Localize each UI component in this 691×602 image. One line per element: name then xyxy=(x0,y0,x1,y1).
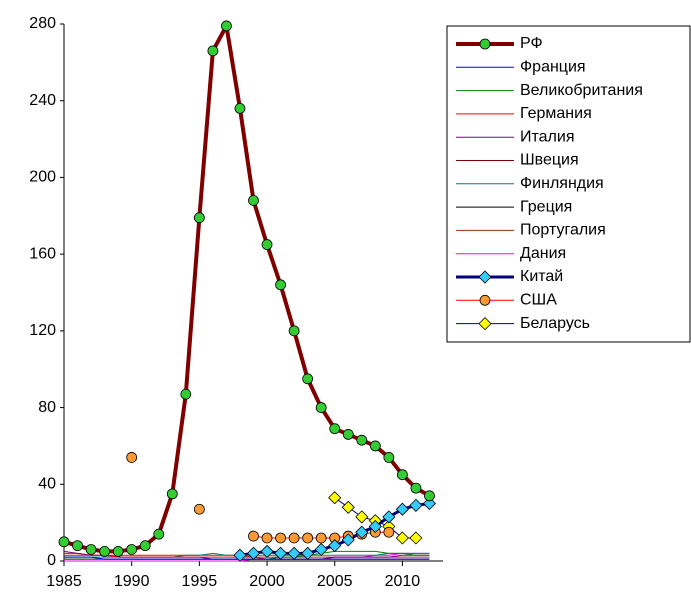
series-line xyxy=(63,23,431,554)
marker xyxy=(112,546,124,557)
marker xyxy=(315,402,327,413)
legend-label: Португалия xyxy=(520,222,606,239)
marker xyxy=(328,539,342,553)
marker xyxy=(139,540,151,552)
marker xyxy=(301,546,315,560)
marker xyxy=(288,325,300,337)
y-tick-label: 40 xyxy=(38,476,56,493)
legend-marker xyxy=(478,270,492,284)
marker xyxy=(261,532,273,544)
legend-label: Финляндия xyxy=(520,175,604,192)
legend-marker xyxy=(479,38,491,50)
x-tick-label: 1995 xyxy=(182,573,218,590)
marker xyxy=(356,434,368,446)
x-tick-label: 2000 xyxy=(249,573,285,590)
series-line xyxy=(64,552,430,562)
marker xyxy=(410,482,422,494)
marker xyxy=(248,530,259,542)
legend-label: Германия xyxy=(520,105,592,122)
legend-label: Швеция xyxy=(520,152,579,169)
legend-marker xyxy=(478,317,492,331)
legend-marker xyxy=(479,294,491,306)
marker xyxy=(207,45,219,57)
marker xyxy=(260,544,274,558)
marker xyxy=(314,542,328,557)
legend-label: Дания xyxy=(520,245,566,262)
marker xyxy=(166,488,178,500)
y-tick-label: 160 xyxy=(29,245,56,262)
marker xyxy=(395,531,409,545)
marker xyxy=(315,532,327,544)
marker xyxy=(409,531,423,545)
marker xyxy=(275,532,286,544)
x-tick-label: 1985 xyxy=(46,573,82,590)
legend-label: Греция xyxy=(520,198,572,215)
marker xyxy=(395,502,409,516)
series-line xyxy=(64,556,430,560)
marker xyxy=(126,544,138,555)
legend-label: Франция xyxy=(520,59,586,76)
y-tick-label: 0 xyxy=(47,552,56,569)
y-tick-label: 80 xyxy=(38,399,56,416)
marker xyxy=(383,452,395,463)
marker xyxy=(193,212,205,224)
x-tick-label: 2010 xyxy=(385,573,421,590)
y-tick-label: 120 xyxy=(29,322,56,339)
marker xyxy=(193,503,205,515)
marker xyxy=(409,498,423,512)
marker xyxy=(234,102,246,114)
marker xyxy=(355,525,369,539)
legend-label: Италия xyxy=(520,128,574,145)
marker xyxy=(302,532,314,544)
marker xyxy=(126,452,138,463)
marker xyxy=(72,540,83,552)
legend-label: РФ xyxy=(520,35,543,52)
marker xyxy=(180,388,192,400)
marker xyxy=(383,526,395,538)
y-tick-label: 280 xyxy=(29,15,56,32)
marker xyxy=(302,373,314,385)
marker xyxy=(328,491,342,505)
legend-label: США xyxy=(520,292,557,309)
legend-label: Великобритания xyxy=(520,82,643,99)
marker xyxy=(275,279,286,291)
marker xyxy=(246,546,261,560)
marker xyxy=(368,519,382,534)
legend-label: Китай xyxy=(520,268,563,285)
marker xyxy=(58,536,70,548)
marker xyxy=(233,548,247,562)
marker xyxy=(396,469,408,481)
marker xyxy=(341,500,355,514)
marker xyxy=(85,544,97,555)
marker xyxy=(422,496,437,511)
marker xyxy=(261,239,273,250)
x-tick-label: 2005 xyxy=(317,573,353,590)
marker xyxy=(341,533,355,547)
marker xyxy=(424,490,435,502)
marker xyxy=(329,423,341,435)
marker xyxy=(288,532,300,544)
marker xyxy=(221,20,232,32)
marker xyxy=(342,429,354,440)
marker xyxy=(369,440,381,452)
marker xyxy=(248,195,259,206)
y-tick-label: 240 xyxy=(29,92,56,109)
marker xyxy=(99,546,111,557)
x-tick-label: 1990 xyxy=(114,573,150,590)
marker xyxy=(382,510,396,524)
marker xyxy=(153,528,165,540)
legend-label: Беларусь xyxy=(520,315,590,332)
y-tick-label: 200 xyxy=(29,169,56,186)
marker xyxy=(287,546,301,560)
marker xyxy=(274,546,288,560)
marker xyxy=(355,510,369,524)
